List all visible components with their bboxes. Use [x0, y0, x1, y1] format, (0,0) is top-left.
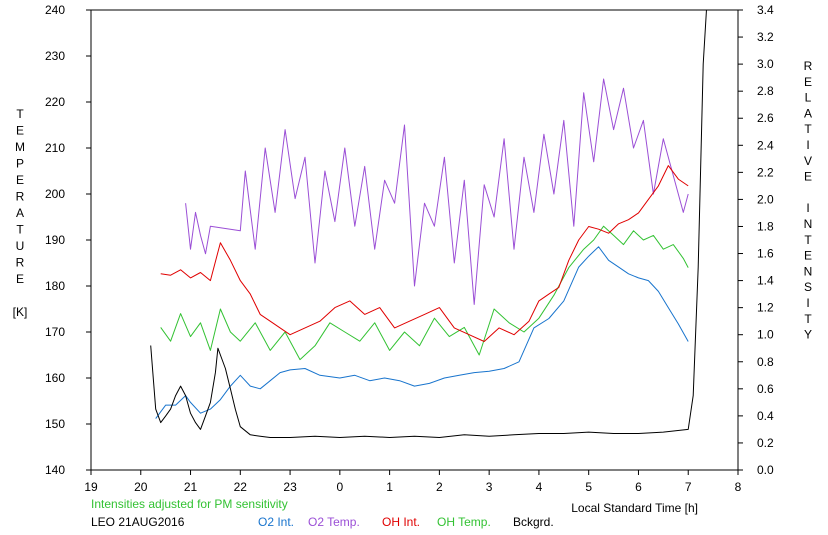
- y-right-tick-label: 0.0: [757, 463, 774, 477]
- y-right-axis-label-char: N: [804, 217, 813, 231]
- x-tick-label: 22: [234, 480, 248, 494]
- y-left-tick-label: 160: [45, 371, 65, 385]
- y-right-axis-label-char: T: [804, 122, 812, 136]
- x-tick-label: 5: [585, 480, 592, 494]
- y-right-axis-label-char: E: [804, 75, 812, 89]
- labels-layer: 19 20 21 22 23 0 1 2 3 4 5 6 7 8140150160170180190200…: [13, 3, 813, 494]
- y-right-axis-label-char: N: [804, 264, 813, 278]
- y-left-tick-label: 210: [45, 141, 65, 155]
- y-right-axis-label-char: Y: [804, 328, 812, 342]
- y-left-axis-label-char: T: [16, 107, 24, 121]
- y-left-tick-label: 140: [45, 463, 65, 477]
- x-tick-label: 23: [283, 480, 297, 494]
- y-right-tick-label: 2.8: [757, 84, 774, 98]
- caption: LEO 21AUG2016: [91, 515, 185, 529]
- x-tick-label: 0: [337, 480, 344, 494]
- series-line-oh-int: [160, 165, 689, 342]
- series-line-o2-temp: [185, 78, 689, 305]
- y-left-tick-label: 180: [45, 279, 65, 293]
- y-right-axis-label-char: R: [804, 59, 813, 73]
- series-line-o2-int: [155, 246, 689, 419]
- y-right-tick-label: 2.2: [757, 165, 774, 179]
- y-right-tick-label: 1.0: [757, 328, 774, 342]
- y-right-axis-label-char: S: [804, 280, 812, 294]
- legend-oh-temp: OH Temp.: [437, 515, 491, 529]
- pm-sensitivity-note: Intensities adjusted for PM sensitivity: [91, 497, 288, 511]
- series-line-oh-temp: [160, 225, 689, 361]
- y-left-axis-label-char: T: [16, 223, 24, 237]
- y-left-tick-label: 220: [45, 95, 65, 109]
- series-line-bckgrd: [150, 10, 707, 438]
- y-left-axis-label-char: A: [16, 206, 24, 220]
- y-left-axis-label-char: R: [16, 190, 25, 204]
- y-right-axis-label-char: E: [804, 170, 812, 184]
- y-right-axis-label-char: I: [806, 201, 809, 215]
- y-right-tick-label: 1.8: [757, 219, 774, 233]
- y-left-axis-label-char: E: [16, 173, 24, 187]
- x-axis-label: Local Standard Time [h]: [571, 501, 698, 515]
- y-left-axis-label-char: [K]: [13, 305, 28, 319]
- y-right-tick-label: 2.4: [757, 138, 774, 152]
- y-left-tick-label: 150: [45, 417, 65, 431]
- y-left-axis-label-char: P: [16, 157, 24, 171]
- y-right-tick-label: 3.4: [757, 3, 774, 17]
- y-left-tick-label: 170: [45, 325, 65, 339]
- y-right-tick-label: 1.4: [757, 274, 774, 288]
- y-right-axis-label-char: A: [804, 106, 812, 120]
- x-tick-label: 20: [134, 480, 148, 494]
- y-left-tick-label: 200: [45, 187, 65, 201]
- y-right-tick-label: 0.4: [757, 409, 774, 423]
- y-right-axis-label-char: T: [804, 233, 812, 247]
- x-tick-label: 7: [685, 480, 692, 494]
- y-right-axis-label-char: I: [806, 138, 809, 152]
- legend-o2-temp: O2 Temp.: [308, 515, 360, 529]
- y-right-tick-label: 0.2: [757, 436, 774, 450]
- legend-oh-int: OH Int.: [382, 515, 420, 529]
- y-right-tick-label: 2.0: [757, 192, 774, 206]
- x-tick-label: 19: [84, 480, 98, 494]
- x-tick-label: 8: [735, 480, 742, 494]
- y-right-tick-label: 3.0: [757, 57, 774, 71]
- y-left-axis-label-char: E: [16, 272, 24, 286]
- y-left-axis-label-char: U: [16, 239, 25, 253]
- y-right-tick-label: 3.2: [757, 30, 774, 44]
- x-tick-label: 4: [536, 480, 543, 494]
- y-left-tick-label: 240: [45, 3, 65, 17]
- y-right-axis-label-char: E: [804, 249, 812, 263]
- y-right-tick-label: 2.6: [757, 111, 774, 125]
- y-right-axis-label-char: I: [806, 296, 809, 310]
- legend-o2-int: O2 Int.: [258, 515, 294, 529]
- y-right-axis-label-char: V: [804, 154, 812, 168]
- series-layer: [150, 10, 707, 438]
- y-left-tick-label: 190: [45, 233, 65, 247]
- y-right-tick-label: 1.6: [757, 247, 774, 261]
- y-left-axis-label-char: E: [16, 124, 24, 138]
- y-left-axis-label-char: R: [16, 256, 25, 270]
- ticks-layer: [86, 9, 743, 475]
- x-tick-label: 21: [184, 480, 198, 494]
- y-left-tick-label: 230: [45, 49, 65, 63]
- legend-bckgrd: Bckgrd.: [513, 515, 554, 529]
- x-tick-label: 6: [635, 480, 642, 494]
- x-tick-label: 3: [486, 480, 493, 494]
- y-right-tick-label: 0.6: [757, 382, 774, 396]
- y-right-tick-label: 1.2: [757, 301, 774, 315]
- plot-frame: [90, 9, 739, 471]
- y-left-axis-label-char: M: [15, 140, 25, 154]
- y-right-tick-label: 0.8: [757, 355, 774, 369]
- x-tick-label: 2: [436, 480, 443, 494]
- y-right-axis-label-char: L: [805, 91, 812, 105]
- x-tick-label: 1: [386, 480, 393, 494]
- y-right-axis-label-char: T: [804, 312, 812, 326]
